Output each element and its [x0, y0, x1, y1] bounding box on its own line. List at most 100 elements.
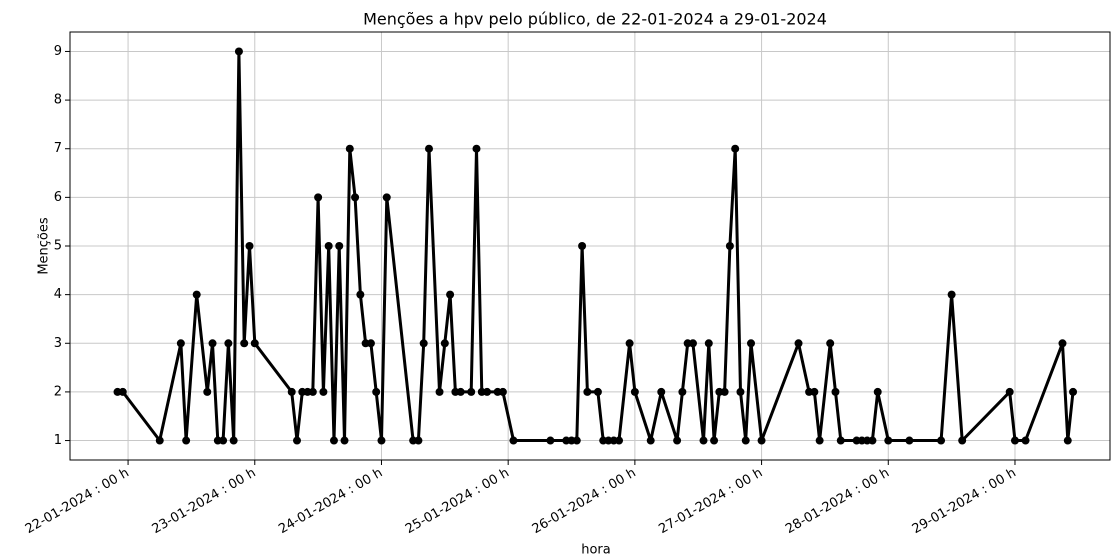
- marker: [1069, 387, 1078, 396]
- marker: [329, 436, 338, 445]
- marker: [831, 387, 840, 396]
- x-tick-label: 26-01-2024 : 00 h: [530, 466, 639, 538]
- marker: [229, 436, 238, 445]
- y-tick-label: 7: [54, 141, 62, 156]
- marker: [245, 242, 254, 250]
- marker: [287, 387, 296, 396]
- x-tick-label: 28-01-2024 : 00 h: [783, 466, 892, 538]
- x-tick-label: 27-01-2024 : 00 h: [656, 466, 765, 538]
- marker: [1021, 436, 1030, 445]
- y-tick-label: 2: [54, 384, 62, 399]
- marker: [810, 387, 819, 396]
- marker: [219, 436, 228, 445]
- marker: [176, 339, 185, 348]
- marker: [884, 436, 893, 445]
- marker: [314, 193, 323, 202]
- marker: [1005, 387, 1014, 396]
- marker: [688, 339, 697, 348]
- marker: [192, 290, 201, 299]
- marker: [182, 436, 191, 445]
- x-tick-label: 23-01-2024 : 00 h: [150, 466, 259, 538]
- marker: [435, 387, 444, 396]
- marker: [905, 436, 914, 445]
- marker: [646, 436, 655, 445]
- marker: [731, 144, 740, 153]
- chart-title: Menções a hpv pelo público, de 22-01-202…: [363, 10, 827, 29]
- x-tick-label: 29-01-2024 : 00 h: [910, 466, 1019, 538]
- marker: [324, 242, 333, 250]
- marker: [741, 436, 750, 445]
- marker: [815, 436, 824, 445]
- marker: [483, 387, 492, 396]
- marker: [382, 193, 391, 202]
- marker: [873, 387, 882, 396]
- y-tick-label: 5: [54, 239, 62, 254]
- marker: [424, 144, 433, 153]
- marker: [546, 436, 555, 445]
- marker: [377, 436, 386, 445]
- marker: [630, 387, 639, 396]
- marker: [794, 339, 803, 348]
- y-tick-label: 8: [54, 93, 62, 108]
- marker: [155, 436, 164, 445]
- marker: [572, 436, 581, 445]
- marker: [293, 436, 302, 445]
- marker: [250, 339, 259, 348]
- plot-frame: [69, 31, 1111, 461]
- marker: [615, 436, 624, 445]
- marker: [868, 436, 877, 445]
- marker: [340, 436, 349, 445]
- marker: [509, 436, 518, 445]
- marker: [308, 387, 317, 396]
- y-tick-label: 3: [54, 336, 62, 351]
- x-axis-label: hora: [581, 543, 611, 558]
- marker: [958, 436, 967, 445]
- marker: [1058, 339, 1067, 348]
- marker: [704, 339, 713, 348]
- marker: [699, 436, 708, 445]
- marker: [472, 144, 481, 153]
- marker: [118, 387, 127, 396]
- marker: [947, 290, 956, 299]
- marker: [736, 387, 745, 396]
- marker: [498, 387, 507, 396]
- line: [117, 50, 1075, 442]
- y-tick-label: 1: [54, 433, 62, 448]
- marker: [826, 339, 835, 348]
- marker: [747, 339, 756, 348]
- x-tick-label: 25-01-2024 : 00 h: [403, 466, 512, 538]
- marker: [208, 339, 217, 348]
- marker: [234, 47, 243, 56]
- y-tick-label: 6: [54, 190, 62, 205]
- marker: [625, 339, 634, 348]
- marker: [419, 339, 428, 348]
- marker: [720, 387, 729, 396]
- marker: [356, 290, 365, 299]
- marker: [578, 242, 587, 250]
- x-tick-label: 24-01-2024 : 00 h: [276, 466, 385, 538]
- marker: [446, 290, 455, 299]
- marker: [345, 144, 354, 153]
- marker: [937, 436, 946, 445]
- marker: [335, 242, 344, 250]
- marker: [467, 387, 476, 396]
- marker: [673, 436, 682, 445]
- y-tick-label: 4: [54, 287, 62, 302]
- y-axis-label: Menções: [37, 217, 52, 275]
- marker: [678, 387, 687, 396]
- marker: [440, 339, 449, 348]
- marker: [414, 436, 423, 445]
- marker: [757, 436, 766, 445]
- marker: [351, 193, 360, 202]
- marker: [456, 387, 465, 396]
- marker: [657, 387, 666, 396]
- marker: [240, 339, 249, 348]
- marker: [725, 242, 734, 250]
- marker: [1010, 436, 1019, 445]
- marker: [836, 436, 845, 445]
- marker: [224, 339, 233, 348]
- marker: [593, 387, 602, 396]
- y-tick-label: 9: [54, 44, 62, 59]
- marker: [372, 387, 381, 396]
